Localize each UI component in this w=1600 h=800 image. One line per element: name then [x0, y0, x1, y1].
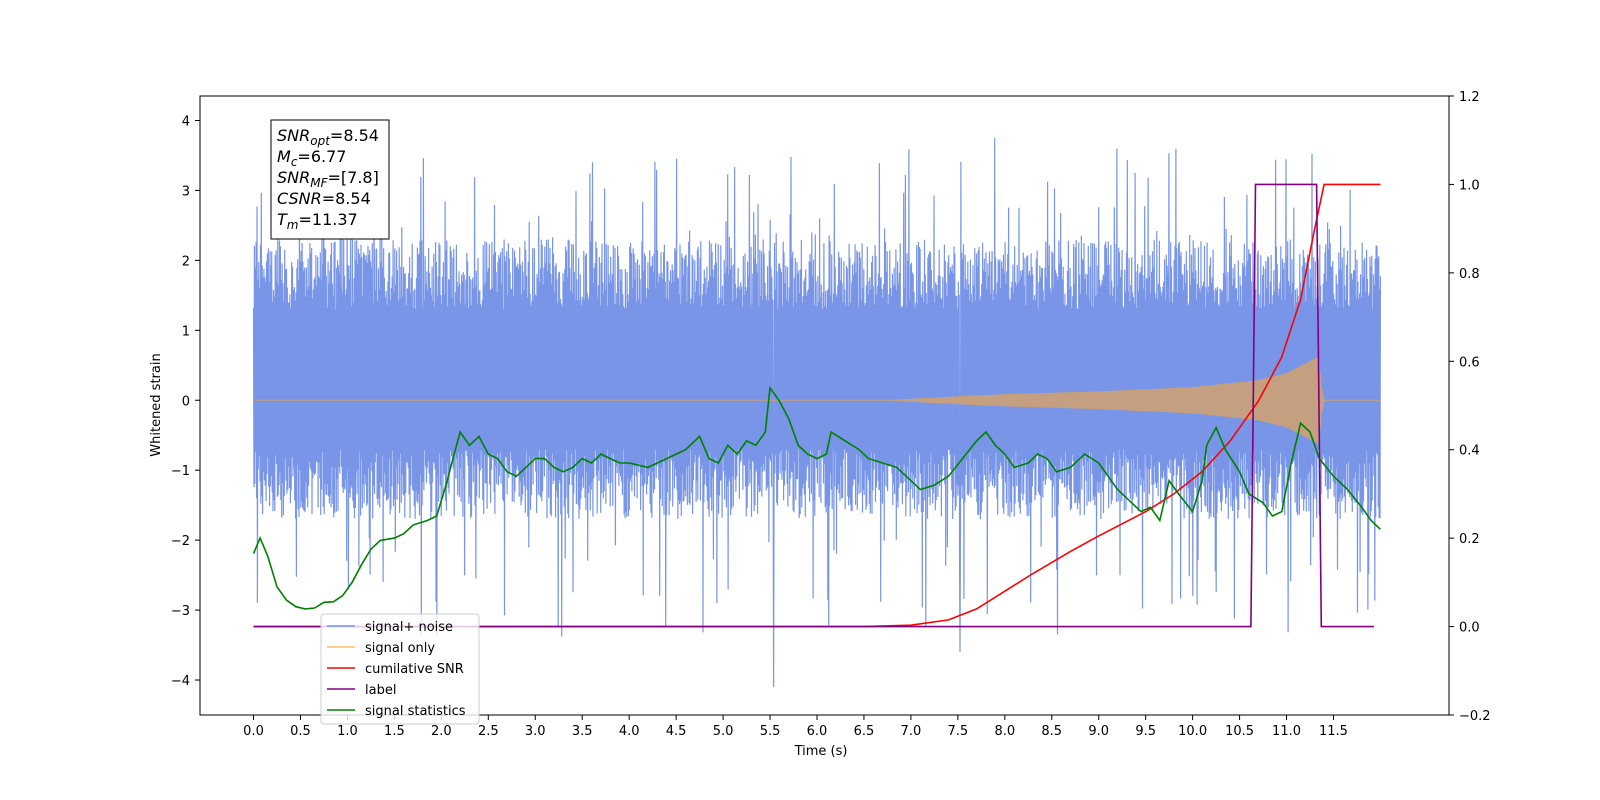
x-tick-label: 3.5	[572, 724, 593, 739]
series-cumulative-snr	[253, 183, 1381, 628]
y-tick-left-label: 4	[182, 114, 190, 129]
x-tick-label: 0.5	[290, 724, 311, 739]
x-tick-label: 8.0	[994, 724, 1015, 739]
info-value: =8.54	[330, 126, 379, 145]
y-axis-right: 1.2 1.0 0.8 0.6 0.4 0.2 0.0 −0.2	[1449, 90, 1491, 724]
info-line: SNRopt=8.54	[277, 126, 379, 148]
x-tick-label: 5.0	[713, 724, 734, 739]
legend-entry-label: cumilative SNR	[365, 662, 464, 677]
y-tick-left-label: −2	[171, 534, 190, 549]
x-tick-label: 4.0	[619, 724, 640, 739]
info-line: SNRMF=[7.8]	[277, 168, 379, 190]
info-line: Tm=11.37	[277, 210, 358, 232]
x-tick-label: 7.5	[948, 724, 969, 739]
y-tick-right-label: −0.2	[1459, 709, 1491, 724]
info-value: =6.77	[297, 147, 346, 166]
legend-entry-label: signal+ noise	[365, 620, 453, 635]
x-tick-label: 10.0	[1178, 724, 1207, 739]
x-tick-label: 9.0	[1088, 724, 1109, 739]
info-symbol: CSNR	[277, 189, 322, 208]
x-tick-label: 7.0	[901, 724, 922, 739]
y-axis-label: Whitened strain	[149, 353, 164, 456]
x-tick-label: 11.0	[1272, 724, 1301, 739]
info-subscript: opt	[310, 134, 331, 148]
info-box: SNRopt=8.54Mc=6.77SNRMF=[7.8]CSNR=8.54Tm…	[270, 119, 390, 240]
info-subscript: MF	[310, 176, 328, 190]
x-axis: 0.0 0.5 1.0 1.5 2.0 2.5 3.0 3.5 4.0 4.5 5.0 5.5 6.0 6…	[243, 715, 1348, 739]
plot-frame	[199, 95, 1450, 716]
y-axis-left: 4 3 2 1 0 −1 −2 −3 −4	[171, 114, 200, 689]
y-tick-left-label: −3	[171, 604, 190, 619]
legend-frame	[320, 613, 480, 725]
x-tick-label: 11.5	[1319, 724, 1348, 739]
series-signal-noise	[252, 137, 1381, 688]
series-signal-only	[253, 356, 1381, 444]
x-tick-label: 8.5	[1041, 724, 1062, 739]
x-tick-label: 2.0	[431, 724, 452, 739]
x-tick-label: 6.0	[807, 724, 828, 739]
y-tick-right-label: 0.0	[1459, 621, 1480, 636]
y-tick-right-label: 1.2	[1459, 90, 1480, 105]
legend-entry-label: label	[365, 683, 396, 698]
x-tick-label: 3.0	[525, 724, 546, 739]
x-tick-label: 6.5	[854, 724, 875, 739]
info-line: Mc=6.77	[277, 147, 346, 169]
x-tick-label: 1.5	[384, 724, 405, 739]
y-tick-left-label: 0	[182, 394, 190, 409]
info-line: CSNR=8.54	[277, 189, 371, 208]
y-tick-left-label: 3	[182, 184, 190, 199]
info-subscript: c	[291, 155, 298, 169]
series-label	[253, 183, 1374, 628]
x-tick-label: 9.5	[1135, 724, 1156, 739]
info-symbol: M	[277, 147, 291, 166]
x-axis-label: Time (s)	[794, 744, 848, 759]
x-tick-label: 2.5	[478, 724, 499, 739]
info-symbol: SNR	[277, 168, 310, 187]
y-tick-left-label: 1	[182, 324, 190, 339]
info-subscript: m	[287, 218, 299, 232]
x-tick-label: 0.0	[243, 724, 264, 739]
plot-area	[252, 137, 1381, 688]
y-tick-right-label: 1.0	[1459, 178, 1480, 193]
info-symbol: SNR	[277, 126, 310, 145]
y-tick-left-label: 2	[182, 254, 190, 269]
info-symbol: T	[277, 210, 288, 229]
x-tick-label: 10.5	[1225, 724, 1254, 739]
y-tick-right-label: 0.6	[1459, 355, 1480, 370]
x-tick-label: 4.5	[666, 724, 687, 739]
x-tick-label: 1.0	[337, 724, 358, 739]
info-value: =8.54	[322, 189, 371, 208]
y-tick-right-label: 0.2	[1459, 532, 1480, 547]
info-value: =11.37	[298, 210, 357, 229]
info-value: =[7.8]	[328, 168, 379, 187]
series-signal-statistics	[252, 385, 1381, 610]
y-tick-right-label: 0.4	[1459, 444, 1480, 459]
y-tick-left-label: −1	[171, 464, 190, 479]
legend: signal+ noise signal only cumilative SNR la…	[320, 613, 480, 725]
info-box-frame	[270, 119, 390, 240]
x-tick-label: 5.5	[760, 724, 781, 739]
legend-entry-label: signal statistics	[365, 704, 466, 719]
y-tick-left-label: −4	[171, 674, 190, 689]
y-tick-right-label: 0.8	[1459, 267, 1480, 282]
legend-entry-label: signal only	[365, 641, 435, 656]
